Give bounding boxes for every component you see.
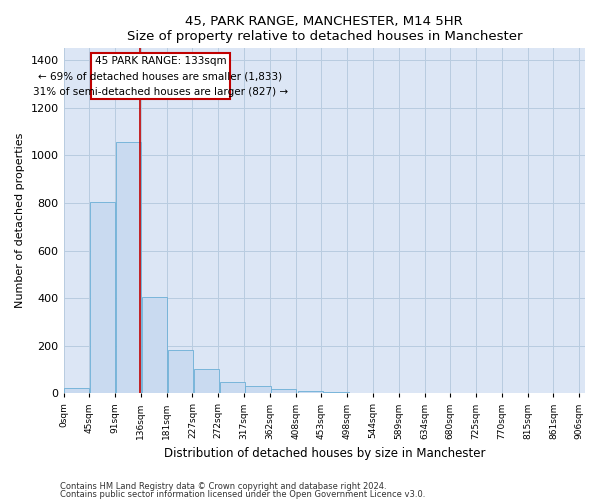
Bar	[167, 350, 193, 394]
Text: Contains public sector information licensed under the Open Government Licence v3: Contains public sector information licen…	[60, 490, 425, 499]
Text: Contains HM Land Registry data © Crown copyright and database right 2024.: Contains HM Land Registry data © Crown c…	[60, 482, 386, 491]
Bar	[323, 392, 349, 394]
Bar	[142, 297, 167, 394]
Bar	[271, 389, 296, 394]
Bar	[89, 202, 115, 394]
Bar	[194, 370, 219, 394]
Y-axis label: Number of detached properties: Number of detached properties	[15, 133, 25, 308]
Bar	[349, 392, 374, 394]
Title: 45, PARK RANGE, MANCHESTER, M14 5HR
Size of property relative to detached houses: 45, PARK RANGE, MANCHESTER, M14 5HR Size…	[127, 15, 522, 43]
Bar	[298, 391, 323, 394]
Text: 45 PARK RANGE: 133sqm: 45 PARK RANGE: 133sqm	[95, 56, 226, 66]
Bar	[64, 388, 89, 394]
Text: ← 69% of detached houses are smaller (1,833): ← 69% of detached houses are smaller (1,…	[38, 72, 283, 82]
Bar	[220, 382, 245, 394]
Text: 31% of semi-detached houses are larger (827) →: 31% of semi-detached houses are larger (…	[33, 86, 288, 97]
Bar	[116, 142, 141, 394]
FancyBboxPatch shape	[91, 53, 230, 100]
Bar	[245, 386, 271, 394]
X-axis label: Distribution of detached houses by size in Manchester: Distribution of detached houses by size …	[164, 447, 485, 460]
